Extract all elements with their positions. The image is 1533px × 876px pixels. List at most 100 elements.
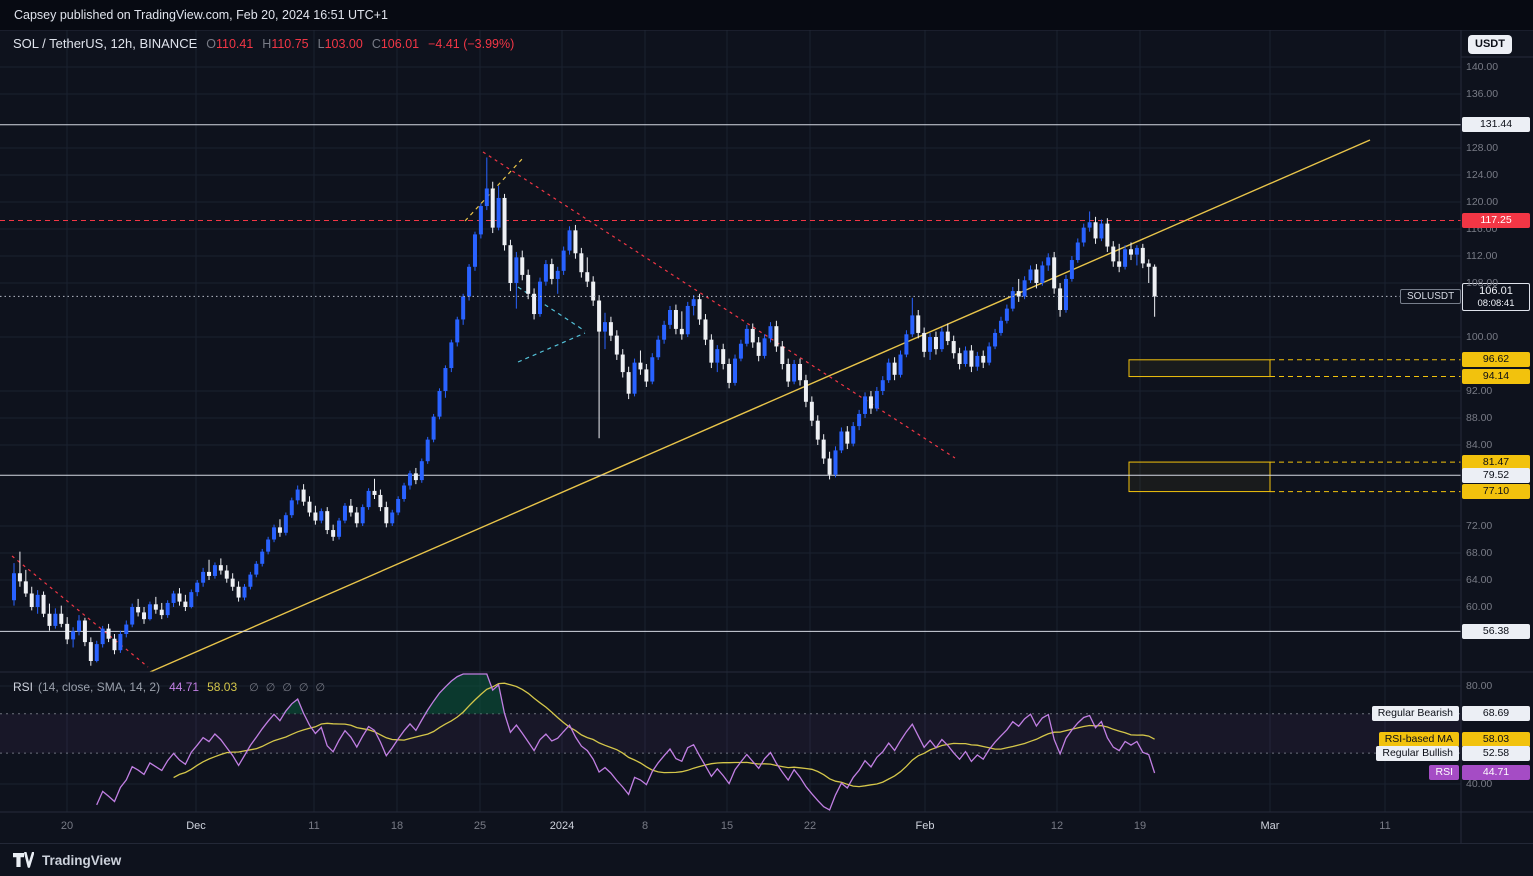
candle-body (644, 369, 649, 382)
candle-body (839, 431, 844, 451)
candle-body (585, 272, 590, 282)
rsi-title[interactable]: RSI (13, 680, 34, 694)
candle-body (390, 512, 395, 524)
candle-body (904, 334, 909, 355)
candle-body (1087, 222, 1092, 228)
candle-body (715, 349, 720, 363)
ohlc-value: 106.01 (380, 37, 420, 51)
candle-body (41, 594, 46, 614)
candle-body (342, 505, 347, 521)
candle-body (543, 264, 548, 282)
candle-body (786, 363, 791, 382)
tradingview-logo-icon[interactable] (12, 852, 34, 868)
indicator-status-icon[interactable]: ∅ (298, 682, 316, 694)
candle-body (792, 363, 797, 382)
time-tick-label: 20 (60, 820, 74, 832)
supply-zone-rect[interactable] (1128, 461, 1271, 493)
candle-body (1140, 247, 1145, 264)
candle-body (431, 416, 436, 440)
time-tick-label: 22 (803, 820, 817, 832)
candle-body (23, 581, 28, 594)
candle-body (1111, 246, 1116, 262)
candle-body (1117, 261, 1122, 267)
trendline[interactable] (11, 555, 149, 668)
price-level-label[interactable]: 77.10 (1462, 484, 1530, 500)
ohlc-values: O110.41 H110.75 L103.00 C106.01 (197, 36, 419, 51)
candle-body (348, 505, 353, 513)
indicator-status-icon[interactable]: ∅ (265, 682, 283, 694)
candle-body (608, 322, 613, 336)
symbol-title[interactable]: SOL / TetherUS, 12h, BINANCE (13, 36, 198, 51)
candle-body (963, 350, 968, 364)
price-level-label[interactable]: 79.52 (1462, 467, 1530, 483)
rsi-line[interactable] (96, 673, 1156, 811)
price-level-label[interactable]: 117.25 (1462, 213, 1530, 229)
price-level-label[interactable]: 96.62 (1462, 352, 1530, 368)
candle-body (809, 401, 814, 421)
candle-body (1040, 265, 1045, 283)
time-tick-label: Feb (915, 820, 935, 832)
rsi-level-name[interactable]: Regular Bearish (1371, 706, 1459, 722)
candle-body (803, 380, 808, 402)
candle-body (827, 458, 832, 475)
trendline[interactable] (517, 286, 586, 332)
rsi-status-icons[interactable]: ∅∅∅∅∅ (249, 682, 332, 694)
trendline[interactable] (482, 151, 956, 459)
rsi-level-name[interactable]: RSI-based MA (1378, 732, 1459, 748)
candle-body (1016, 291, 1021, 297)
ohlc-label: C (371, 37, 381, 51)
candle-body (461, 296, 466, 320)
rsi-header: RSI (14, close, SMA, 14, 2) 44.71 58.03 ∅∅∅∅… (13, 680, 332, 694)
price-level-label[interactable]: 81.47 (1462, 454, 1530, 470)
price-tick-label: 128.00 (1466, 141, 1499, 154)
indicator-status-icon[interactable]: ∅ (315, 682, 333, 694)
rsi-level-name[interactable]: Regular Bullish (1376, 745, 1459, 761)
rsi-ma-line[interactable] (173, 682, 1155, 788)
candle-body (112, 638, 117, 651)
rsi-level-name[interactable]: RSI (1429, 764, 1459, 780)
candle-body (496, 197, 501, 228)
candle-body (47, 613, 52, 626)
rsi-level-value: 58.03 (1462, 732, 1530, 748)
rsi-tick-label: 80.00 (1466, 679, 1493, 692)
indicator-status-icon[interactable]: ∅ (282, 682, 299, 694)
candle-body (744, 328, 749, 344)
candle-body (437, 390, 442, 417)
candle-body (709, 339, 714, 363)
candle-body (402, 485, 407, 499)
candle-body (53, 613, 58, 626)
currency-toggle-button[interactable]: USDT (1468, 35, 1512, 54)
brand-name[interactable]: TradingView (42, 852, 122, 868)
trendline[interactable] (149, 139, 1371, 673)
price-scale[interactable] (1461, 30, 1533, 843)
price-level-label[interactable]: 131.44 (1462, 117, 1530, 133)
candle-body (490, 188, 495, 228)
candle-body (189, 592, 194, 607)
candle-body (697, 299, 702, 320)
price-level-label[interactable]: 94.14 (1462, 369, 1530, 385)
candle-body (396, 498, 401, 513)
candle-body (106, 628, 111, 639)
time-tick-label: 25 (473, 820, 487, 832)
candle-body (425, 439, 430, 462)
candle-body (254, 563, 259, 575)
current-price-label[interactable]: 106.01 08:08:41 (1462, 283, 1530, 312)
time-axis[interactable] (0, 812, 1461, 843)
price-tick-label: 84.00 (1466, 438, 1493, 451)
indicator-status-icon[interactable]: ∅ (249, 682, 266, 694)
candle-body (177, 593, 182, 602)
time-tick-label: 11 (1379, 820, 1391, 832)
candle-body (975, 355, 980, 367)
price-level-label[interactable]: 56.38 (1462, 623, 1530, 639)
candle-body (1075, 242, 1080, 261)
candle-body (868, 396, 873, 409)
candle-body (656, 339, 661, 358)
candle-body (597, 300, 602, 332)
rsi-value: 44.71 (169, 680, 200, 694)
time-tick-label: 15 (720, 820, 734, 832)
price-tick-label: 120.00 (1466, 195, 1499, 208)
candle-body (136, 606, 141, 613)
supply-zone-rect[interactable] (1128, 359, 1271, 378)
candle-body (1028, 269, 1033, 281)
